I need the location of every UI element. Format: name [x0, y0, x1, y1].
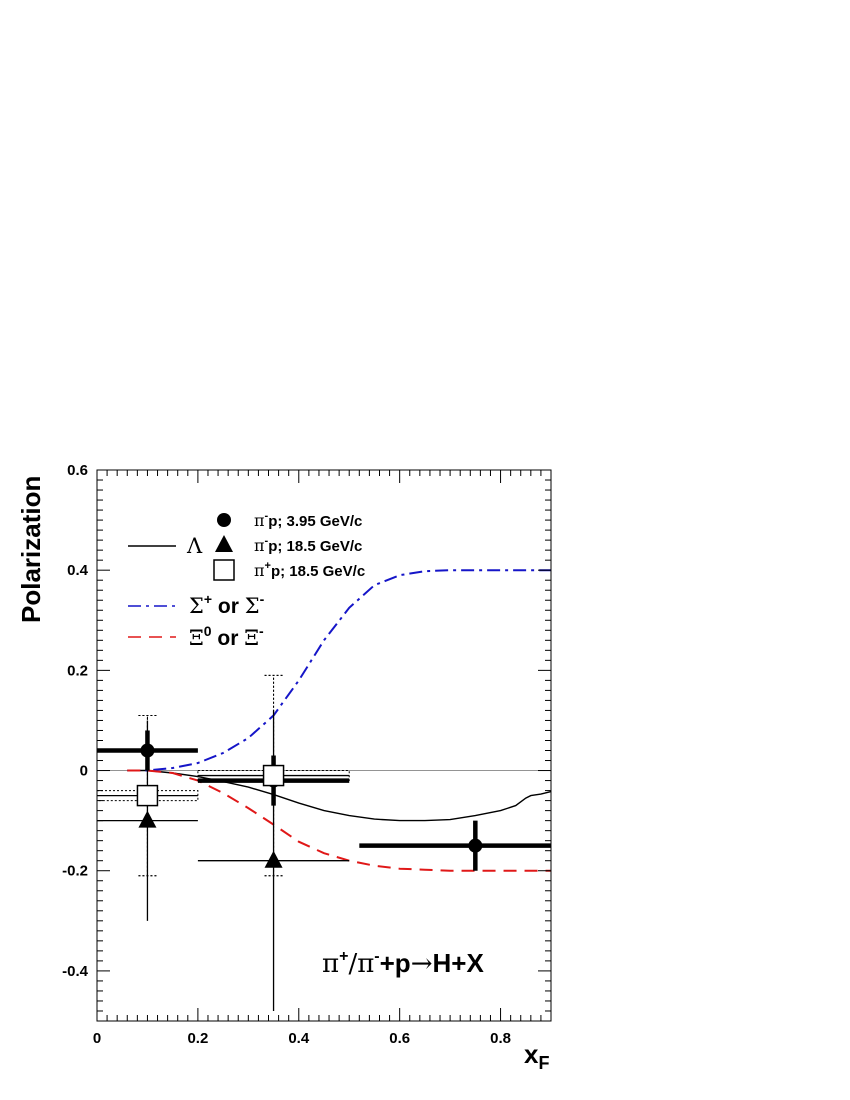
x-tick-label: 0.2: [187, 1030, 208, 1047]
y-tick-label: 0: [80, 763, 88, 780]
y-tick-label: -0.4: [62, 963, 89, 980]
x-axis-label: xF: [524, 1039, 549, 1073]
curve-lambda: [127, 769, 552, 822]
legend-marker-open-square: [213, 559, 235, 581]
x-tick-label: 0.4: [288, 1030, 310, 1047]
legend-marker-circle: [217, 513, 231, 527]
legend-label-open-square: π+p; 18.5 GeV/c: [254, 560, 365, 580]
y-tick-label: 0.2: [67, 662, 88, 679]
curve-sigma: [127, 569, 551, 772]
legend-label-circle: π-p; 3.95 GeV/c: [254, 510, 362, 530]
legend-symbol-lambda: Λ: [186, 534, 203, 558]
data-point-triangle: [138, 810, 157, 828]
x-axis-label-main: x: [524, 1039, 539, 1069]
x-tick-label: 0.6: [389, 1030, 410, 1047]
data-point-circle: [468, 838, 483, 853]
y-tick-label: 0.4: [67, 562, 89, 579]
plot-frame: [96, 469, 552, 1022]
data-point-circle: [140, 743, 155, 758]
y-axis-label: Polarization: [16, 476, 46, 623]
x-axis-label-sub: F: [538, 1053, 549, 1073]
legend-label-triangle: π-p; 18.5 GeV/c: [254, 535, 362, 555]
data-point-triangle: [264, 850, 283, 868]
legend-label-xi: Ξ0 or Ξ-: [189, 623, 264, 650]
legend-marker-triangle: [215, 535, 233, 552]
legend: π-p; 3.95 GeV/c π-p; 18.5 GeV/c π+p; 18.5 …: [128, 510, 365, 650]
legend-label-sigma: Σ+ or Σ-: [189, 591, 265, 618]
data-point-open-square: [262, 764, 285, 787]
reaction-annotation: π+/π-+p→H+X: [322, 948, 484, 979]
curve-xi: [127, 769, 551, 872]
y-tick-label: -0.2: [62, 863, 88, 880]
data-point-open-square: [136, 784, 159, 807]
y-tick-label: 0.6: [67, 462, 88, 479]
x-tick-label: 0.8: [490, 1030, 511, 1047]
x-tick-label: 0: [93, 1030, 101, 1047]
